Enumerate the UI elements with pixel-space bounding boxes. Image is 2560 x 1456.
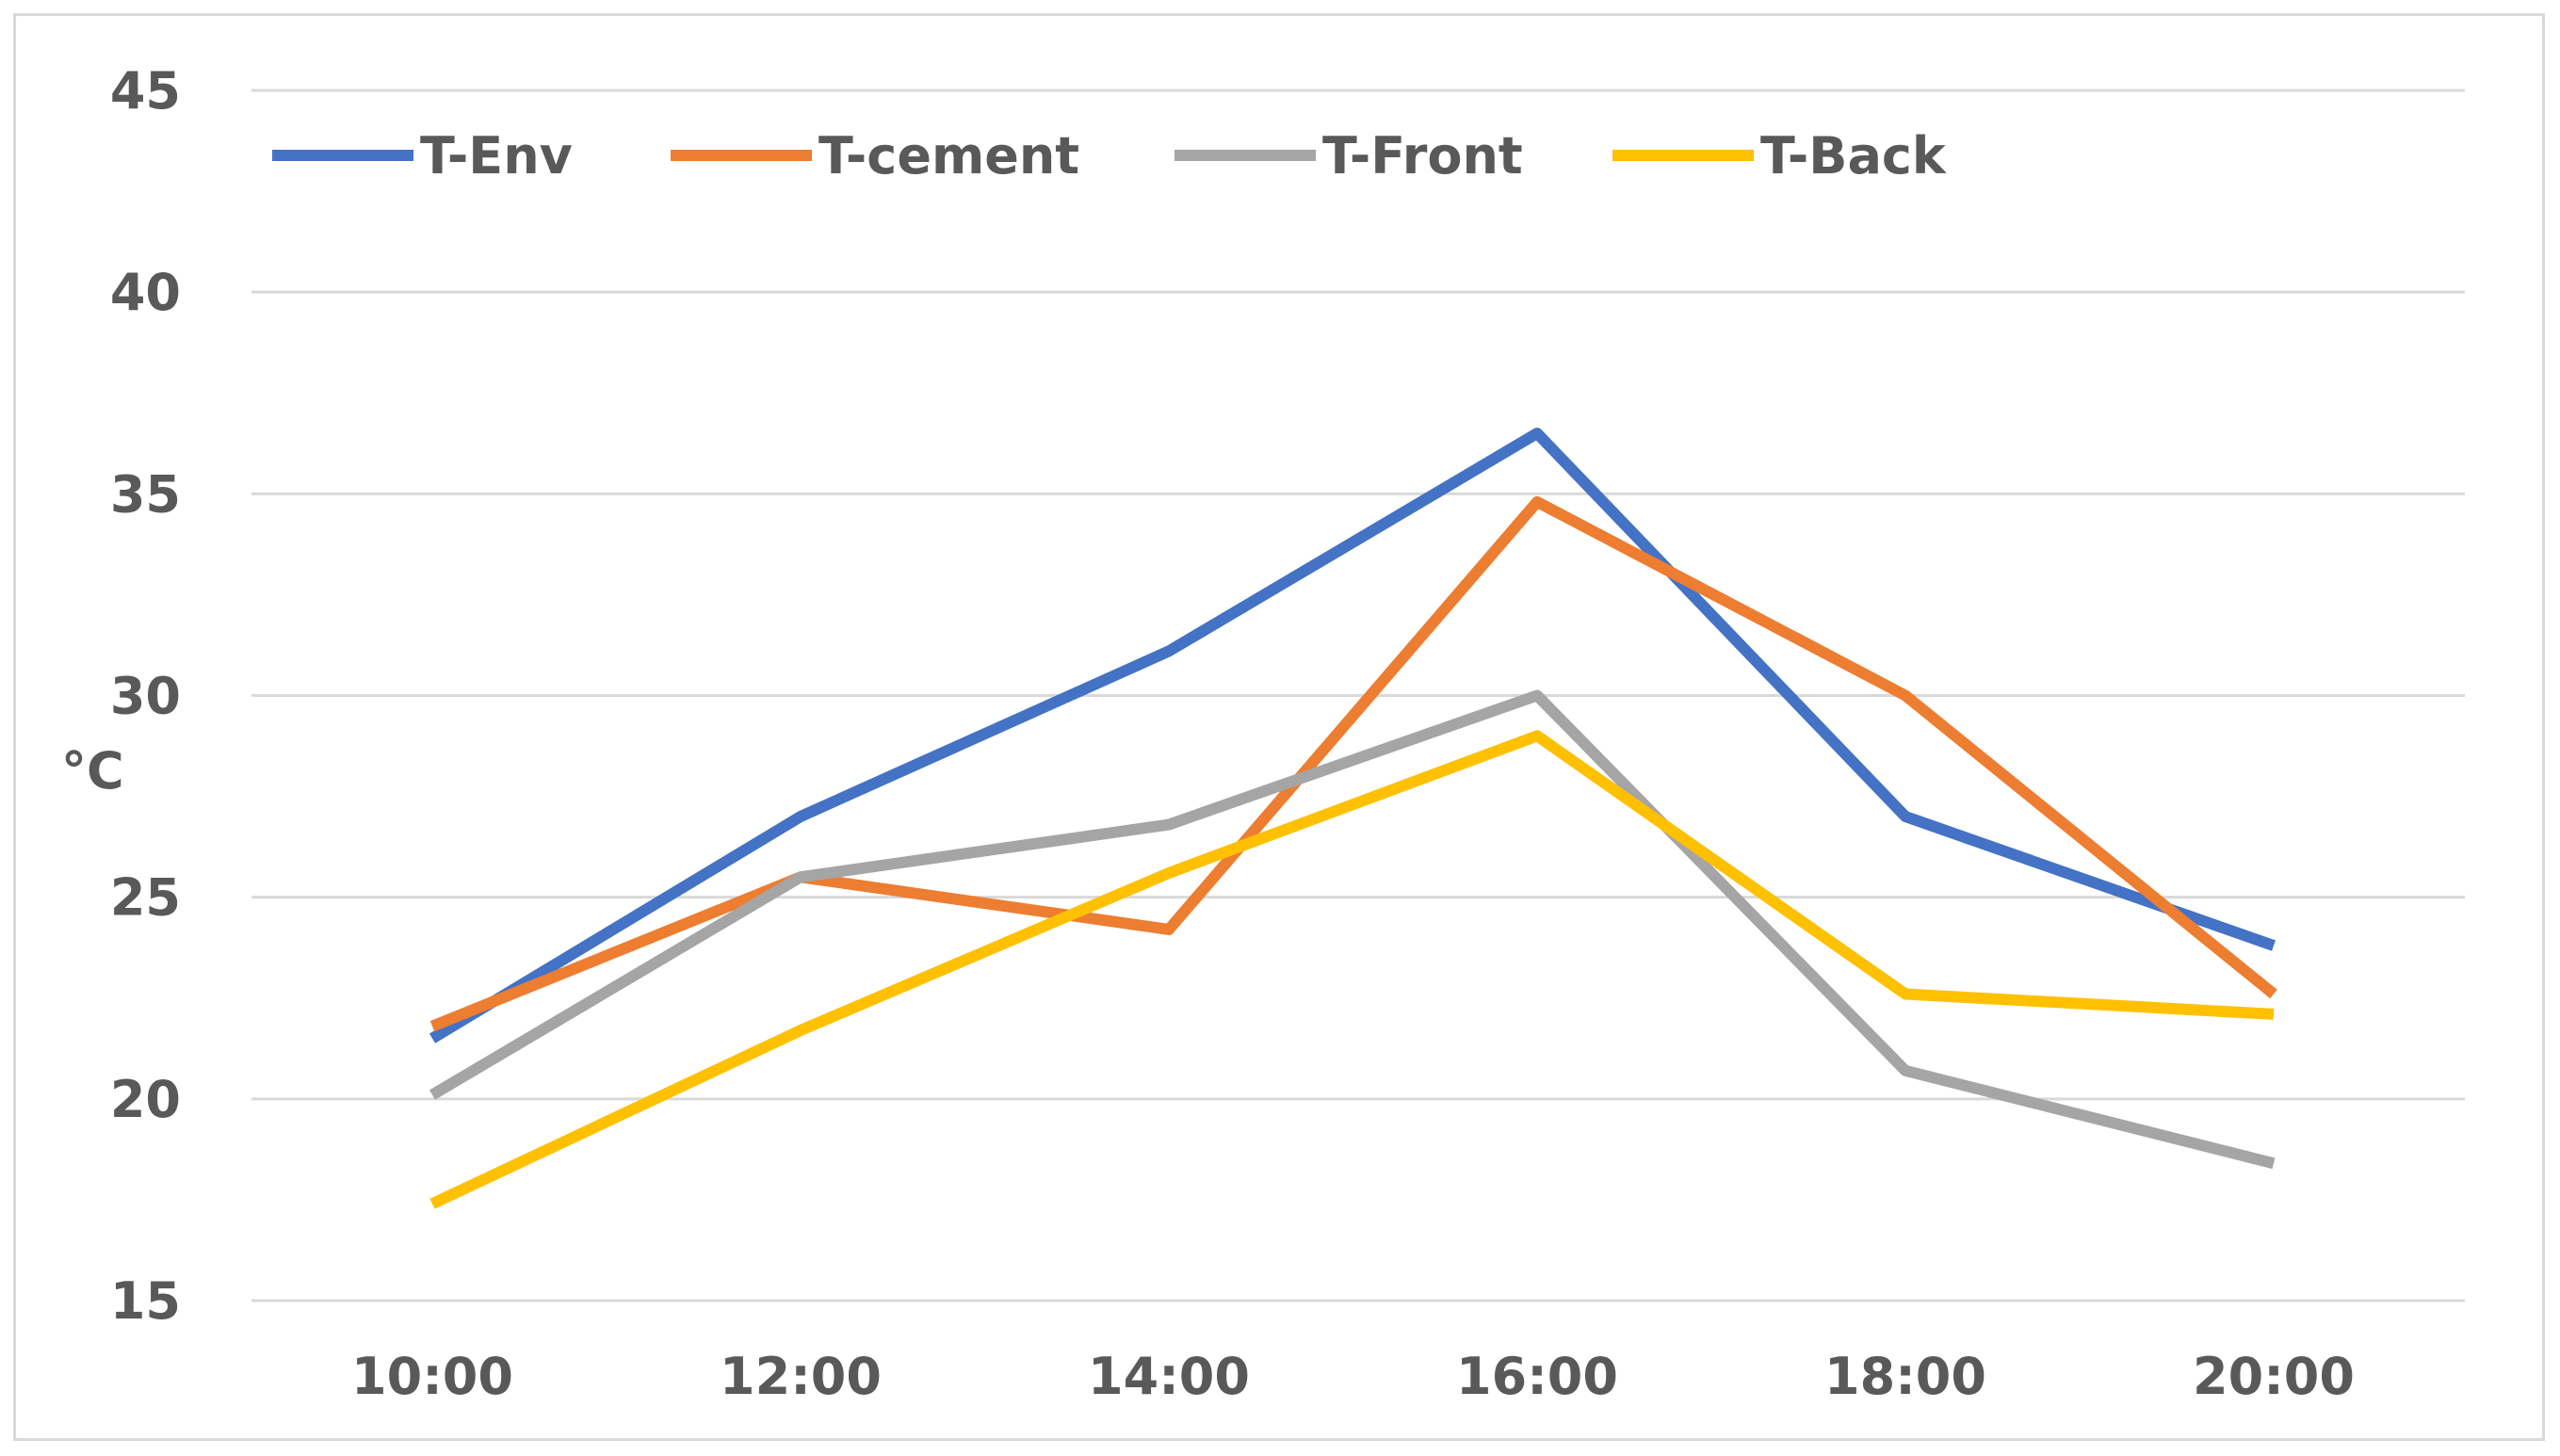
legend-label: T-Back (1760, 126, 1947, 186)
legend-item-t-env: T-Env (272, 126, 573, 186)
x-axis-ticks: 10:00 12:00 14:00 16:00 18:00 20:00 (351, 1347, 2355, 1406)
legend-label: T-Front (1322, 126, 1523, 186)
x-tick-label: 16:00 (1456, 1347, 1618, 1406)
series-lines (429, 428, 2277, 1209)
series-line-t-cement (429, 495, 2277, 1032)
y-axis-title: °C (61, 741, 124, 801)
legend-item-t-front: T-Front (1175, 126, 1523, 186)
legend: T-Env T-cement T-Front T-Back (272, 126, 1947, 186)
y-tick-label: 20 (110, 1070, 181, 1129)
series-line-t-front (429, 689, 2276, 1170)
legend-item-t-back: T-Back (1612, 126, 1947, 186)
x-tick-label: 10:00 (351, 1347, 513, 1406)
series-line-t-back (429, 730, 2275, 1209)
legend-label: T-cement (818, 126, 1079, 186)
gridlines (251, 89, 2465, 1302)
y-tick-label: 25 (110, 868, 181, 928)
chart-frame: 15 20 25 30 35 40 45 10:00 12:00 14:00 16:00 18:00… (13, 13, 2545, 1441)
y-tick-label: 30 (110, 667, 181, 726)
x-tick-label: 12:00 (720, 1347, 882, 1406)
legend-item-t-cement: T-cement (671, 126, 1079, 186)
y-tick-label: 40 (110, 263, 181, 322)
x-tick-label: 20:00 (2193, 1347, 2355, 1406)
y-tick-label: 15 (110, 1271, 181, 1331)
legend-label: T-Env (420, 126, 573, 186)
y-axis-ticks: 15 20 25 30 35 40 45 (110, 61, 181, 1331)
y-tick-label: 45 (110, 61, 181, 121)
y-tick-label: 35 (110, 464, 181, 524)
series-line-t-env (429, 428, 2276, 1043)
x-tick-label: 18:00 (1824, 1347, 1986, 1406)
x-tick-label: 14:00 (1088, 1347, 1250, 1406)
line-chart: 15 20 25 30 35 40 45 10:00 12:00 14:00 16:00 18:00… (61, 61, 2465, 1406)
